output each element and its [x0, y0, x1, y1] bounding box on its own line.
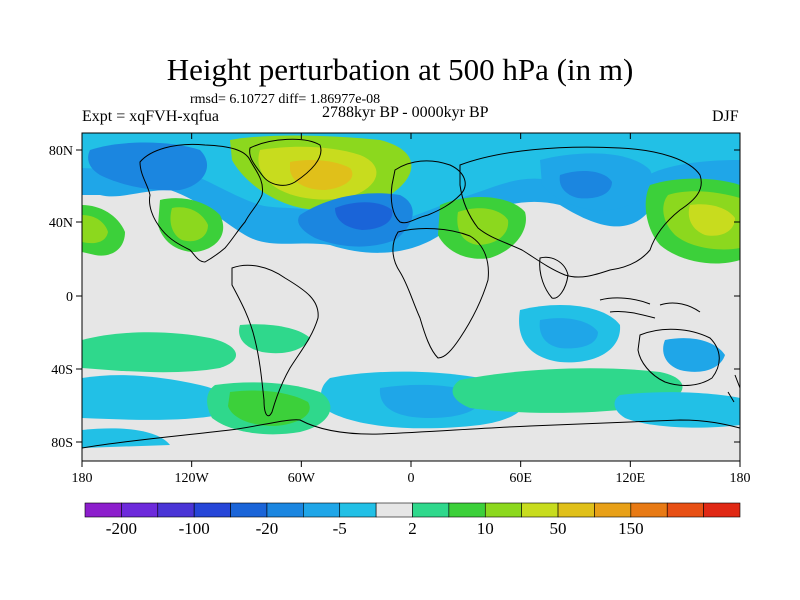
colorbar-swatch [448, 502, 486, 518]
coastline-south-america [231, 264, 319, 417]
colorbar-label: -200 [106, 519, 137, 538]
anomaly-region [88, 142, 208, 191]
latitude-axis: 80N 40N 0 40S 80S [49, 144, 740, 451]
colorbar-swatch [557, 502, 595, 518]
coastline-indonesia [599, 297, 701, 319]
anomaly-region [614, 392, 740, 428]
lon-tick-label: 0 [408, 471, 415, 486]
lon-tick-label: 60E [509, 471, 532, 486]
lon-tick-label: 180 [730, 471, 751, 486]
coastline-asia [459, 146, 702, 278]
period-label: 2788kyr BP - 0000kyr BP [322, 104, 489, 121]
coastline-india [539, 256, 569, 299]
colorbar-swatch [266, 502, 304, 518]
anomaly-region [663, 338, 725, 372]
coastline-antarctica [82, 419, 740, 449]
colorbar-label: 10 [477, 519, 494, 538]
lon-tick-label: 120E [616, 471, 646, 486]
colorbar-swatch [157, 502, 195, 518]
experiment-label: Expt = xqFVH-xqfua [82, 108, 220, 125]
lat-tick-label: 0 [66, 290, 73, 305]
map-title: Height perturbation at 500 hPa (in m) [166, 52, 634, 87]
anomaly-region [82, 332, 237, 373]
colorbar-swatch [594, 502, 632, 518]
colorbar-swatch [230, 502, 268, 518]
rmsd-annotation: rmsd= 6.10727 diff= 1.86977e-08 [190, 92, 381, 107]
anomaly-region [539, 318, 598, 349]
lat-tick-label: 80S [51, 436, 73, 451]
lat-tick-label: 40N [49, 216, 73, 231]
lon-tick-label: 120W [175, 471, 210, 486]
anomaly-region [228, 390, 310, 426]
colorbar-label: -5 [333, 519, 347, 538]
lat-tick-label: 80N [49, 144, 73, 159]
anomaly-region [290, 160, 353, 190]
height-anomaly-fields [82, 133, 740, 448]
colorbar-swatch [84, 502, 122, 518]
coastline-greenland [249, 138, 322, 186]
coastline-europe [390, 160, 466, 224]
colorbar-swatch [193, 502, 231, 518]
colorbar-swatch [121, 502, 159, 518]
colorbar-swatch [484, 502, 522, 518]
colorbar-swatch [375, 502, 413, 518]
colorbar-label: 50 [550, 519, 567, 538]
colorbar-label: -100 [179, 519, 210, 538]
anomaly-region [82, 428, 170, 448]
anomaly-region [170, 207, 208, 242]
colorbar-swatch [666, 502, 704, 518]
lon-tick-label: 180 [72, 471, 93, 486]
longitude-axis: 180 120W 60W 0 60E 120E 180 [72, 133, 751, 486]
lat-tick-label: 40S [51, 363, 73, 378]
colorbar-swatch [521, 502, 559, 518]
colorbar-swatch [703, 502, 741, 518]
colorbar-label: 2 [408, 519, 417, 538]
map-panel [82, 133, 740, 461]
lon-tick-label: 60W [288, 471, 316, 486]
coastline-north-america [139, 143, 264, 263]
colorbar-swatch [412, 502, 450, 518]
anomaly-region [82, 375, 231, 420]
coastline-australia [637, 328, 720, 386]
anomaly-region [688, 204, 735, 236]
colorbar-swatch [339, 502, 377, 518]
coastline-africa [392, 228, 489, 359]
coastline-new-zealand [727, 374, 740, 403]
colorbar-label: -20 [256, 519, 279, 538]
anomaly-region [82, 215, 108, 244]
colorbar-swatch [630, 502, 668, 518]
colorbar-label: 150 [618, 519, 644, 538]
colorbar: -200 -100 -20 -5 2 10 50 150 [84, 502, 741, 538]
colorbar-swatch [303, 502, 341, 518]
anomaly-region [335, 202, 393, 230]
season-label: DJF [712, 108, 739, 125]
coastlines [82, 138, 740, 449]
anomaly-region [559, 170, 612, 199]
